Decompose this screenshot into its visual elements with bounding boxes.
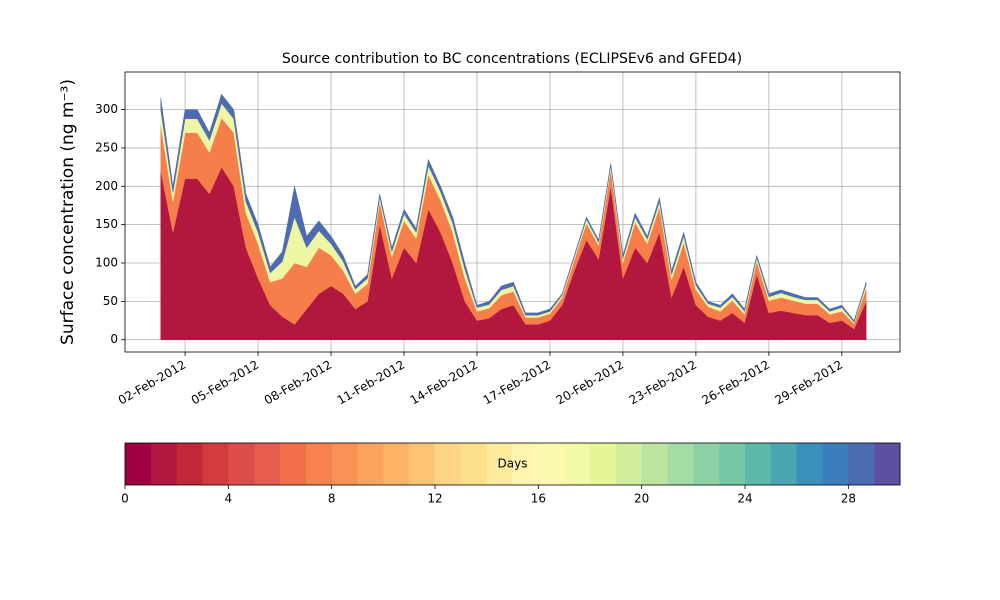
colorbar-tick-label: 12 — [427, 492, 442, 506]
x-tick-label: 20-Feb-2012 — [554, 358, 627, 408]
colorbar-tick-label: 16 — [531, 492, 546, 506]
colorbar-swatch — [693, 443, 720, 485]
colorbar-tick-label: 24 — [737, 492, 752, 506]
colorbar-label: Days — [498, 457, 528, 471]
colorbar-swatch — [874, 443, 901, 485]
x-tick-label: 08-Feb-2012 — [262, 358, 335, 408]
y-tick-label: 100 — [95, 256, 118, 270]
colorbar-swatch — [228, 443, 255, 485]
colorbar-swatch — [719, 443, 746, 485]
colorbar-swatch — [305, 443, 333, 485]
colorbar-swatch — [848, 443, 875, 485]
colorbar-swatch — [409, 443, 436, 485]
colorbar-swatch — [667, 443, 694, 485]
y-tick-label: 0 — [110, 332, 118, 346]
x-tick-label: 11-Feb-2012 — [335, 358, 408, 408]
colorbar-tick-label: 4 — [225, 492, 233, 506]
colorbar-swatch — [176, 443, 203, 485]
colorbar-frame — [124, 442, 901, 486]
colorbar-swatch — [435, 443, 462, 485]
y-tick-label: 300 — [95, 102, 118, 116]
colorbar-swatch — [383, 443, 410, 485]
colorbar-swatch — [150, 443, 178, 485]
colorbar-swatch — [796, 443, 823, 485]
y-tick-label: 50 — [103, 294, 118, 308]
x-tick-label: 26-Feb-2012 — [700, 358, 773, 408]
x-tick-label: 14-Feb-2012 — [408, 358, 481, 408]
colorbar-swatch — [486, 443, 513, 485]
colorbar-swatch — [641, 443, 668, 485]
colorbar-tick-label: 20 — [634, 492, 649, 506]
x-tick-label: 29-Feb-2012 — [773, 358, 846, 408]
colorbar-tick-label: 8 — [328, 492, 336, 506]
colorbar-tick-label: 28 — [841, 492, 856, 506]
colorbar-swatch — [564, 443, 591, 485]
x-tick-label: 17-Feb-2012 — [481, 358, 554, 408]
colorbar-swatch — [460, 443, 488, 485]
colorbar-swatch — [331, 443, 358, 485]
colorbar-swatch — [590, 443, 617, 485]
x-tick-label: 23-Feb-2012 — [627, 358, 700, 408]
plot-frame — [124, 71, 901, 353]
colorbar-swatch — [202, 443, 229, 485]
area-layer — [160, 93, 867, 323]
colorbar-swatch — [512, 443, 539, 485]
y-tick-label: 250 — [95, 140, 118, 154]
colorbar-swatch — [538, 443, 565, 485]
chart-title: Source contribution to BC concentrations… — [282, 51, 742, 67]
colorbar-swatch — [254, 443, 281, 485]
colorbar-swatch — [770, 443, 798, 485]
colorbar-swatch — [125, 443, 152, 485]
x-tick-label: 05-Feb-2012 — [189, 358, 262, 408]
x-tick-label: 02-Feb-2012 — [116, 358, 189, 408]
colorbar-swatch — [357, 443, 384, 485]
colorbar-swatch — [745, 443, 772, 485]
colorbar-swatch — [615, 443, 643, 485]
colorbar-tick-label: 0 — [121, 492, 129, 506]
y-axis-label: Surface concentration (ng m⁻³) — [58, 79, 78, 345]
y-tick-label: 200 — [95, 179, 118, 193]
y-tick-label: 150 — [95, 217, 118, 231]
colorbar-swatch — [280, 443, 307, 485]
colorbar-swatch — [822, 443, 849, 485]
